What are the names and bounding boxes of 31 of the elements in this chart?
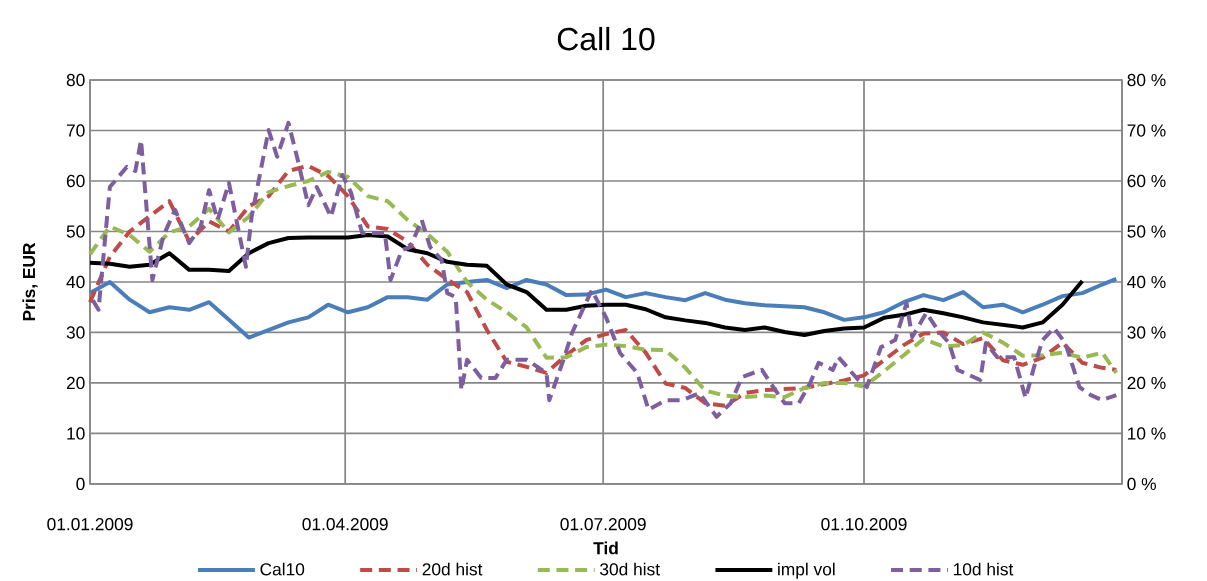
y2-tick-label: 10 % (1128, 427, 1166, 440)
line-series (90, 120, 1119, 419)
y-tick-label: 0 (76, 477, 85, 491)
y-tick-label: 30 (66, 326, 85, 339)
x-tick-label: 01.04.2009 (302, 518, 388, 531)
y2-tick-label: 80 % (1127, 73, 1166, 87)
chart-title: Call 10 (557, 26, 655, 51)
y2-tick-label: 0 % (1127, 477, 1156, 491)
legend-label: Cal10 (260, 562, 305, 576)
y2-tick-label: 40 % (1127, 275, 1166, 289)
y-tick-label: 40 (66, 275, 85, 289)
legend-label: 10d hist (953, 562, 1014, 576)
y-tick-label: 50 (66, 225, 85, 238)
y-tick-label: 70 (66, 124, 85, 137)
x-tick-label: 01.07.2009 (560, 518, 646, 531)
x-tick-label: 01.10.2009 (821, 518, 907, 531)
legend-label: 30d hist (600, 562, 660, 576)
y2-tick-label: 60 % (1127, 174, 1166, 188)
y2-tick-label: 70 % (1127, 124, 1166, 137)
x-axis-title: Tid (593, 541, 618, 555)
x-tick-label: 01.01.2009 (47, 518, 133, 531)
y-tick-label: 60 (66, 174, 85, 188)
y-tick-label: 20 (66, 376, 85, 390)
y-axis-title: Pris, EUR (22, 242, 38, 321)
y2-tick-label: 50 % (1127, 225, 1166, 238)
y-tick-label: 10 (67, 427, 85, 440)
y2-tick-label: 30 % (1127, 326, 1166, 339)
y2-tick-label: 20 % (1127, 376, 1166, 390)
legend-label: 20d hist (422, 562, 483, 576)
y-tick-label: 80 (66, 73, 85, 87)
legend-label: impl vol (778, 562, 835, 579)
